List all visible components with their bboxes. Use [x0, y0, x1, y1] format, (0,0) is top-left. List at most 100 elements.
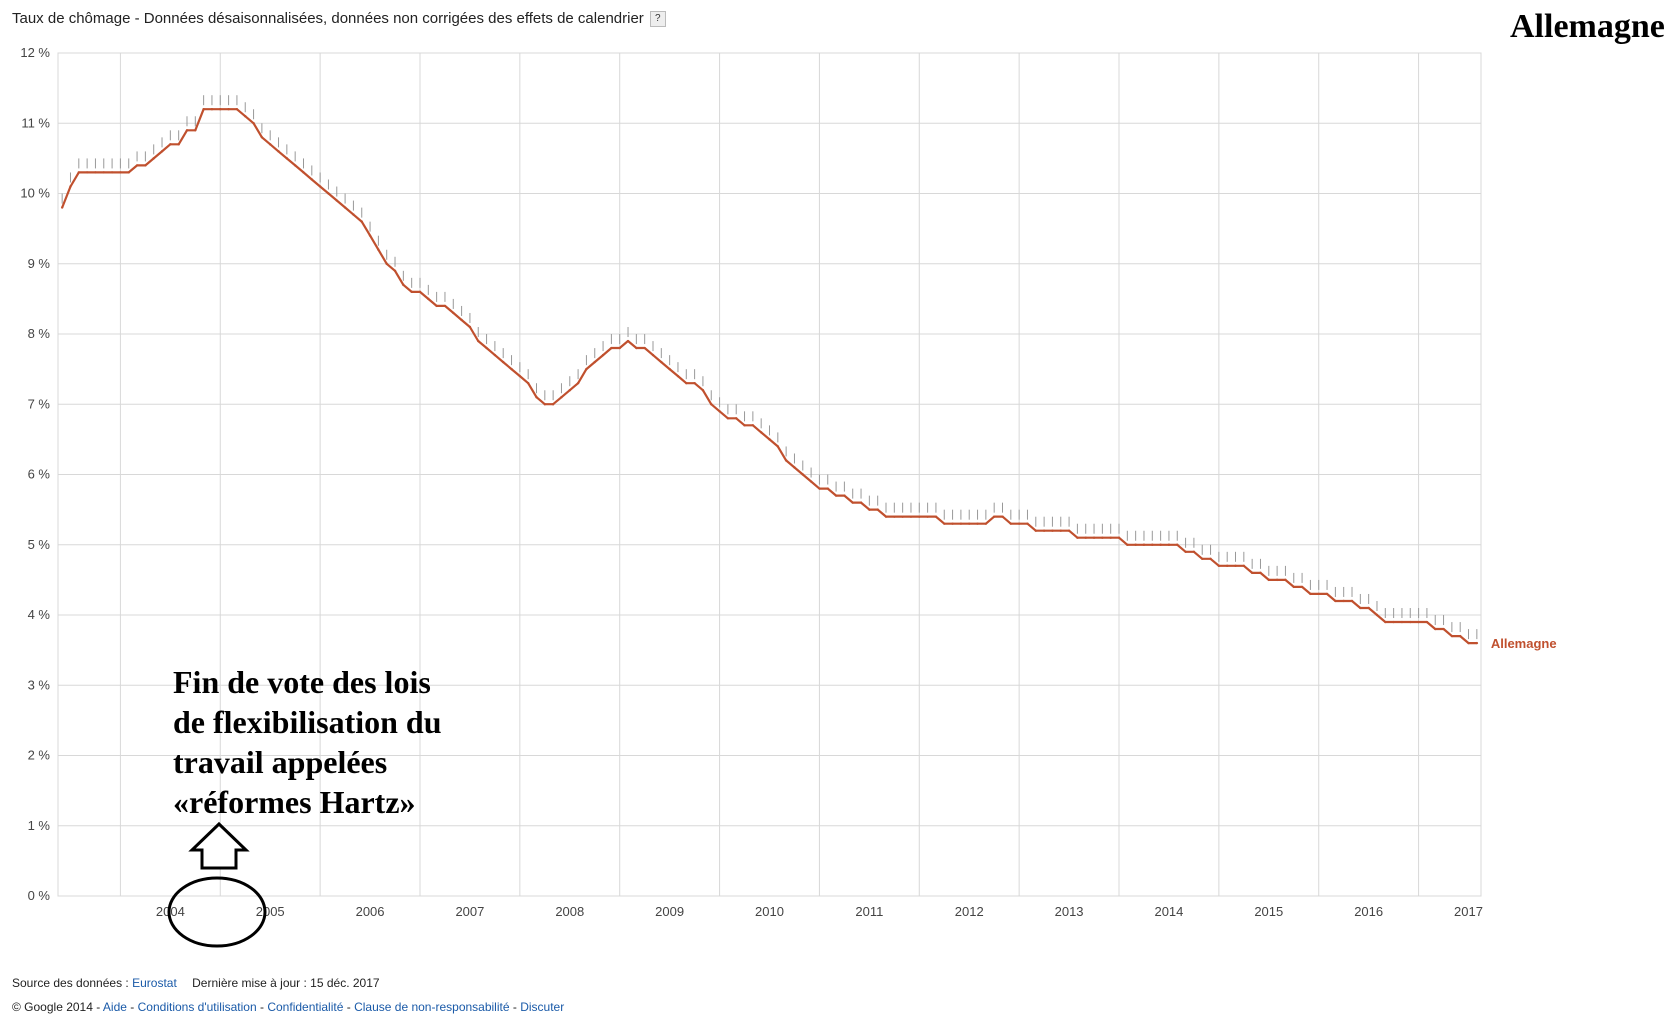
data-point	[801, 473, 804, 476]
data-point	[926, 515, 929, 518]
data-point	[618, 346, 621, 350]
data-point	[1292, 585, 1295, 589]
data-point	[1009, 522, 1013, 525]
year-highlight-circle	[167, 876, 267, 948]
data-source-line: Source des données : Eurostat Dernière m…	[12, 976, 380, 990]
decor-layer	[167, 821, 267, 948]
series-line-allemagne[interactable]	[61, 108, 1477, 645]
x-tick-label: 2013	[1055, 904, 1084, 919]
data-point	[1051, 529, 1054, 532]
data-point	[909, 515, 913, 518]
data-point	[69, 185, 72, 188]
data-point	[784, 459, 788, 462]
data-point	[793, 466, 796, 469]
data-point	[768, 438, 771, 441]
x-tick-label: 2005	[256, 904, 285, 919]
data-point	[235, 108, 239, 111]
data-point	[726, 417, 730, 420]
data-point	[934, 515, 938, 518]
data-point	[701, 389, 705, 392]
x-tick-label: 2009	[655, 904, 684, 919]
data-point	[1259, 571, 1262, 575]
data-point	[185, 129, 189, 132]
data-point	[1250, 571, 1254, 575]
data-point	[643, 346, 646, 350]
data-point	[1209, 557, 1212, 560]
data-point	[85, 171, 89, 174]
disclaimer-link[interactable]: Clause de non-responsabilité	[354, 1000, 510, 1014]
data-point	[110, 171, 114, 174]
data-point	[959, 522, 963, 525]
data-point	[277, 150, 280, 153]
data-point	[776, 445, 780, 448]
data-point	[1192, 550, 1196, 553]
data-point	[352, 213, 355, 216]
data-point	[1159, 543, 1162, 546]
data-point	[1184, 550, 1187, 553]
data-point	[402, 283, 405, 287]
data-point	[992, 515, 996, 518]
data-point	[943, 522, 946, 525]
data-point	[1151, 543, 1154, 546]
data-point	[826, 487, 829, 490]
privacy-link[interactable]: Confidentialité	[267, 1000, 344, 1014]
data-point	[743, 424, 746, 427]
eurostat-link[interactable]: Eurostat	[132, 976, 177, 990]
data-point	[968, 522, 971, 525]
x-tick-label: 2012	[955, 904, 984, 919]
data-point	[1234, 564, 1237, 568]
source-label: Source des données :	[12, 976, 129, 990]
annotation-line: travail appelées	[173, 744, 388, 780]
x-tick-label: 2014	[1154, 904, 1183, 919]
data-point	[685, 381, 688, 385]
y-tick-label: 4 %	[28, 607, 51, 622]
data-point	[1392, 620, 1395, 624]
data-point	[593, 360, 596, 364]
data-point	[1334, 599, 1337, 603]
data-point	[452, 311, 455, 315]
data-point	[1176, 543, 1179, 546]
terms-link[interactable]: Conditions d'utilisation	[137, 1000, 257, 1014]
data-point	[818, 487, 821, 490]
data-point	[1384, 620, 1387, 624]
copyright: © Google 2014 -	[12, 1000, 101, 1014]
help-link[interactable]: Aide	[102, 1000, 127, 1014]
data-point	[718, 410, 721, 413]
data-point	[1442, 627, 1445, 631]
series-end-label: Allemagne	[1491, 636, 1557, 651]
data-point	[1300, 585, 1304, 589]
data-point	[893, 515, 896, 518]
x-tick-label: 2008	[555, 904, 584, 919]
data-point	[1458, 634, 1462, 638]
data-point	[693, 381, 696, 385]
y-tick-label: 6 %	[28, 467, 51, 482]
data-point	[1126, 543, 1129, 546]
x-tick-label: 2010	[755, 904, 784, 919]
footer-links: © Google 2014 - Aide - Conditions d'util…	[12, 1000, 564, 1014]
data-point	[202, 108, 205, 111]
data-point	[651, 353, 655, 357]
y-tick-label: 3 %	[28, 677, 51, 692]
data-point	[368, 234, 372, 237]
discuss-link[interactable]: Discuter	[520, 1000, 565, 1014]
data-point	[1084, 536, 1087, 539]
data-point	[1284, 578, 1287, 582]
data-point	[468, 325, 472, 329]
data-point	[976, 522, 979, 525]
data-point	[1042, 529, 1046, 532]
chart-title: Taux de chômage - Données désaisonnalisé…	[12, 10, 666, 28]
data-point	[543, 403, 547, 406]
data-point	[177, 143, 180, 146]
chart-title-text: Taux de chômage - Données désaisonnalisé…	[12, 10, 644, 27]
data-point	[735, 417, 738, 420]
data-point	[1026, 522, 1029, 525]
data-point	[510, 367, 513, 371]
data-point	[318, 185, 322, 188]
data-point	[1342, 599, 1345, 603]
data-point	[1325, 592, 1329, 596]
data-point	[219, 108, 222, 111]
help-button[interactable]: ?	[649, 11, 666, 28]
data-point	[102, 171, 105, 174]
data-point	[809, 480, 813, 483]
